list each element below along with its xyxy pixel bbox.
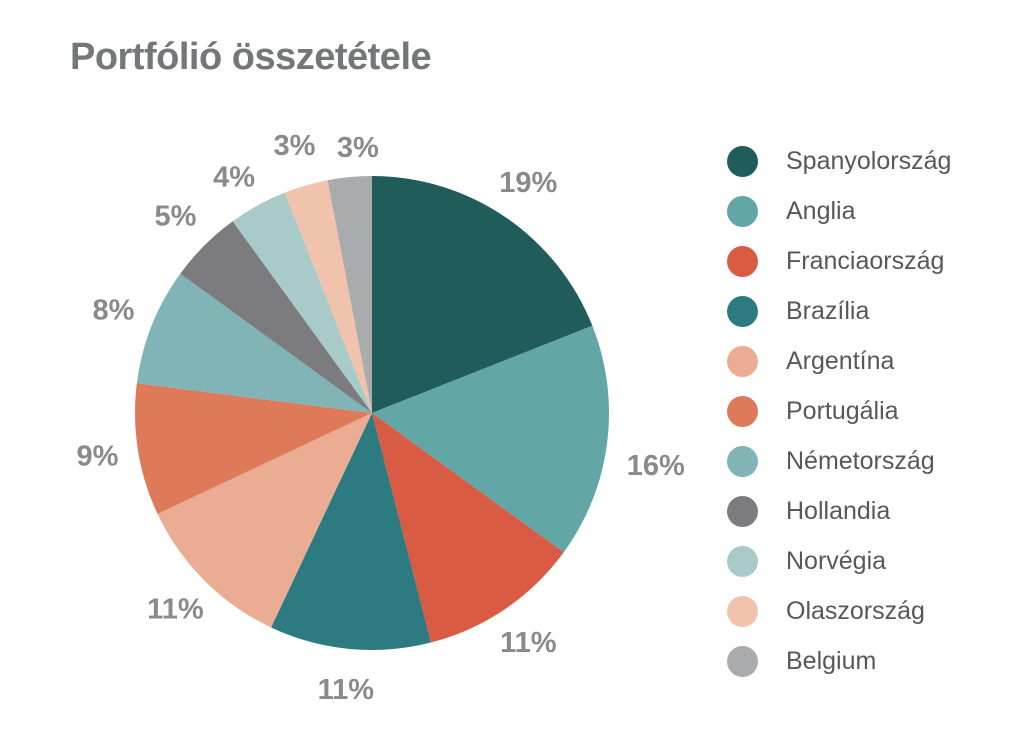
- legend-item-olaszorszag: Olaszország: [727, 586, 951, 636]
- legend-item-anglia: Anglia: [727, 186, 951, 236]
- legend-label: Portugália: [786, 396, 899, 425]
- legend-label: Brazília: [786, 296, 870, 325]
- legend-item-brazilia: Brazília: [727, 286, 951, 336]
- pie-slice-spanyolorszag: [372, 176, 593, 413]
- legend-item-norvegia: Norvégia: [727, 536, 951, 586]
- chart-legend: Spanyolország Anglia Franciaország Brazília…: [727, 136, 951, 686]
- pie-slice-belgium: [327, 176, 372, 413]
- legend-swatch-icon: [727, 245, 758, 277]
- legend-item-nemetorszag: Németország: [727, 436, 951, 486]
- legend-swatch-icon: [727, 445, 758, 477]
- pie-slice-hollandia: [180, 221, 372, 413]
- legend-swatch-icon: [727, 345, 758, 377]
- legend-item-hollandia: Hollandia: [727, 486, 951, 536]
- legend-item-portugalia: Portugália: [727, 386, 951, 436]
- pie-slice-argentina: [157, 413, 372, 628]
- slice-percent-label-olaszorszag: 3%: [273, 130, 315, 162]
- pie-slice-franciaorszag: [372, 413, 564, 643]
- legend-item-franciaorszag: Franciaország: [727, 236, 951, 286]
- legend-label: Olaszország: [786, 596, 925, 625]
- pie-slice-anglia: [372, 325, 610, 553]
- slice-percent-label-nemetorszag: 8%: [93, 295, 135, 327]
- pie-slice-norvegia: [232, 192, 372, 413]
- slice-percent-label-franciaorszag: 11%: [500, 627, 557, 659]
- pie-slice-nemetorszag: [136, 273, 372, 413]
- pie-slice-brazilia: [271, 413, 431, 650]
- legend-label: Spanyolország: [786, 146, 952, 175]
- legend-label: Belgium: [786, 646, 877, 675]
- legend-label: Németország: [786, 446, 935, 475]
- slice-percent-label-belgium: 3%: [337, 132, 379, 164]
- slice-percent-label-anglia: 16%: [627, 450, 685, 482]
- slice-percent-label-hollandia: 5%: [154, 200, 196, 232]
- legend-swatch-icon: [727, 545, 758, 577]
- legend-swatch-icon: [727, 395, 758, 427]
- legend-swatch-icon: [727, 195, 758, 227]
- slice-percent-label-brazilia: 11%: [318, 674, 375, 706]
- legend-item-belgium: Belgium: [727, 636, 951, 686]
- legend-swatch-icon: [727, 645, 758, 677]
- legend-swatch-icon: [727, 495, 758, 527]
- pie-slice-portugalia: [135, 383, 372, 514]
- legend-label: Argentína: [786, 346, 895, 375]
- legend-item-argentina: Argentína: [727, 336, 951, 386]
- legend-swatch-icon: [727, 595, 758, 627]
- slice-percent-label-argentina: 11%: [147, 594, 204, 626]
- slice-percent-label-portugalia: 9%: [76, 441, 118, 473]
- legend-label: Franciaország: [786, 246, 945, 275]
- legend-swatch-icon: [727, 295, 758, 327]
- pie-slice-olaszorszag: [284, 180, 372, 413]
- legend-label: Norvégia: [786, 546, 887, 575]
- legend-label: Hollandia: [786, 496, 891, 525]
- legend-item-spanyolorszag: Spanyolország: [727, 136, 951, 186]
- slice-percent-label-spanyolorszag: 19%: [499, 167, 557, 199]
- chart-title: Portfólió összetétele: [70, 36, 432, 78]
- slice-percent-label-norvegia: 4%: [213, 161, 255, 193]
- legend-swatch-icon: [727, 145, 758, 177]
- legend-label: Anglia: [786, 196, 856, 225]
